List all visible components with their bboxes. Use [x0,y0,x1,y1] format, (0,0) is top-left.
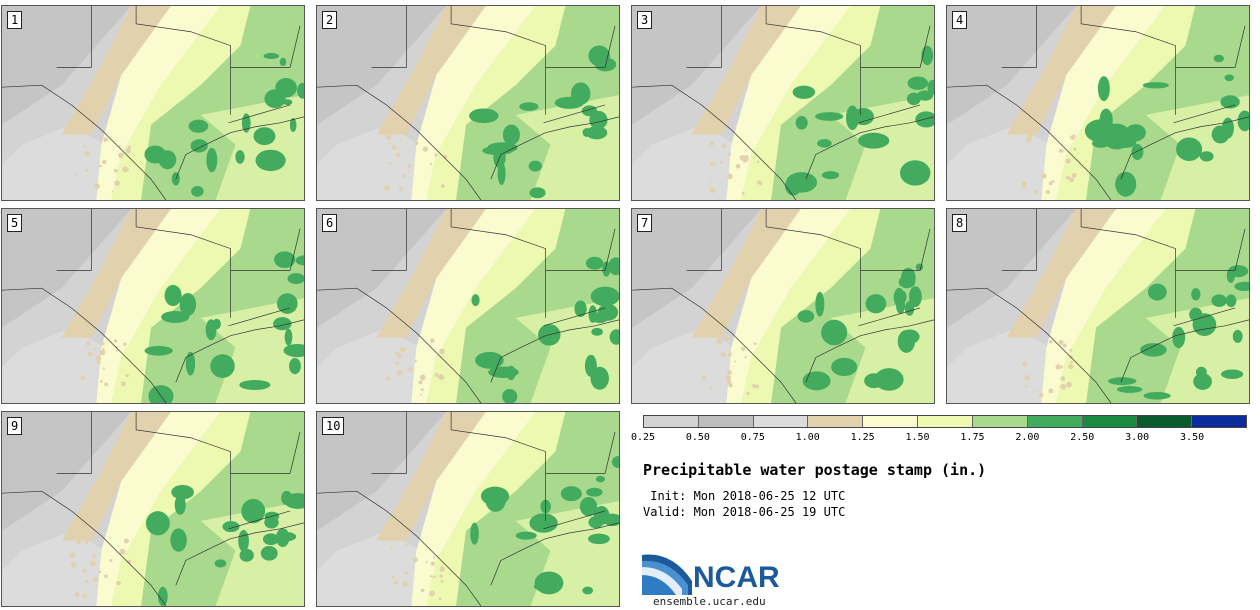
colorbar-tick-label: 2.50 [1070,432,1095,443]
colorbar-tick-label: 1.50 [905,432,930,443]
ensemble-member-panel: 6 [316,208,620,404]
colorbar-segment [972,416,1028,427]
precipitable-water-colorbar [643,415,1247,428]
precipitable-water-map [2,6,304,200]
colorbar-tick-label: 1.00 [795,432,820,443]
colorbar-segment [1137,416,1193,427]
colorbar-tick-label: 0.25 [630,432,656,443]
ensemble-member-panel: 7 [631,208,935,404]
figure-title: Precipitable water postage stamp (in.) [643,461,987,479]
colorbar-segment [808,416,864,427]
site-url: ensemble.ucar.edu [653,595,766,608]
precipitable-water-map [317,412,619,606]
colorbar-segment [644,416,699,427]
precipitable-water-map [947,209,1249,403]
colorbar-tick-label: 3.00 [1125,432,1150,443]
ensemble-member-panel: 3 [631,5,935,201]
panel-number: 10 [322,417,345,435]
panel-number: 1 [7,11,23,29]
ncar-logo-text: NCAR [693,561,780,594]
colorbar-segment [698,416,754,427]
precipitable-water-map [2,209,304,403]
ensemble-member-panel: 9 [1,411,305,607]
ensemble-member-panel: 2 [316,5,620,201]
ensemble-member-panel: 1 [1,5,305,201]
precipitable-water-map [2,412,304,606]
precipitable-water-map [317,6,619,200]
precipitable-water-map [632,6,934,200]
colorbar-segment [1027,416,1083,427]
panel-number: 8 [952,214,968,232]
colorbar-tick-label: 0.75 [740,432,765,443]
panel-number: 5 [7,214,23,232]
colorbar-segment [918,416,973,427]
init-time: Init: Mon 2018-06-25 12 UTC [643,489,846,503]
ensemble-member-panel: 4 [946,5,1250,201]
colorbar-segment [753,416,809,427]
valid-time: Valid: Mon 2018-06-25 19 UTC [643,505,846,519]
panel-number: 9 [7,417,23,435]
ensemble-member-panel: 8 [946,208,1250,404]
colorbar-tick-label: 2.00 [1015,432,1040,443]
panel-number: 3 [637,11,653,29]
panel-number: 7 [637,214,653,232]
colorbar-tick-label: 3.50 [1180,432,1205,443]
colorbar-tick-label: 1.75 [960,432,985,443]
ensemble-member-panel: 5 [1,208,305,404]
colorbar-tick-label: 1.25 [850,432,875,443]
panel-number: 2 [322,11,338,29]
colorbar-tick-label: 0.50 [685,432,710,443]
colorbar-segment [1192,416,1246,427]
precipitable-water-map [317,209,619,403]
colorbar-segment [863,416,919,427]
ncar-logo-icon [642,554,692,595]
colorbar-segment [1082,416,1138,427]
panel-number: 6 [322,214,338,232]
precipitable-water-map [632,209,934,403]
precipitable-water-map [947,6,1249,200]
ensemble-member-panel: 10 [316,411,620,607]
panel-number: 4 [952,11,968,29]
